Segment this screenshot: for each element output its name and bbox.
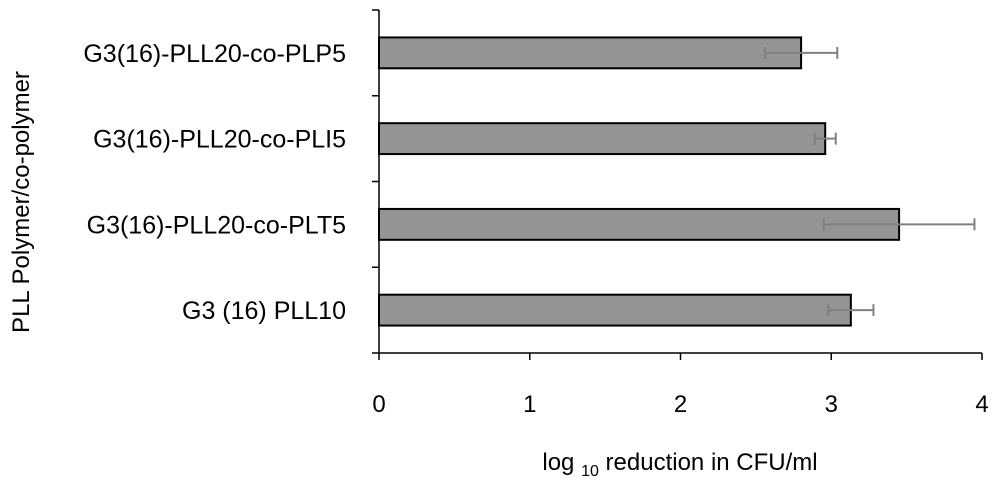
error-bars (763, 46, 976, 317)
x-axis-title-prefix: log (542, 449, 581, 476)
x-tick-label: 1 (523, 391, 536, 418)
bars (378, 36, 901, 327)
y-axis-title: PLL Polymer/co-polymer (8, 71, 35, 333)
category-label: G3 (16) PLL10 (182, 297, 346, 325)
error-bar (813, 132, 837, 145)
x-tick-label: 3 (825, 391, 838, 418)
x-axis-title: log 10 reduction in CFU/ml (542, 449, 817, 480)
x-tick-label: 0 (372, 391, 385, 418)
x-tick-labels: 0 1 2 3 4 (372, 391, 988, 418)
bar (378, 36, 803, 70)
x-tick-label: 2 (674, 391, 687, 418)
error-bar (822, 218, 976, 231)
category-label: G3(16)-PLL20-co-PLT5 (87, 211, 346, 239)
error-bar (763, 46, 839, 59)
x-tick-label: 4 (975, 391, 988, 418)
error-bar (827, 304, 875, 317)
x-axis-title-suffix: reduction in CFU/ml (599, 449, 818, 476)
category-labels: G3(16)-PLL20-co-PLP5 G3(16)-PLL20-co-PLI5… (83, 40, 346, 325)
category-label: G3(16)-PLL20-co-PLP5 (83, 40, 346, 68)
bar (378, 207, 901, 241)
bar (378, 122, 827, 156)
bar (378, 293, 852, 327)
category-label: G3(16)-PLL20-co-PLI5 (93, 126, 346, 154)
x-axis-title-subscript: 10 (581, 463, 599, 480)
